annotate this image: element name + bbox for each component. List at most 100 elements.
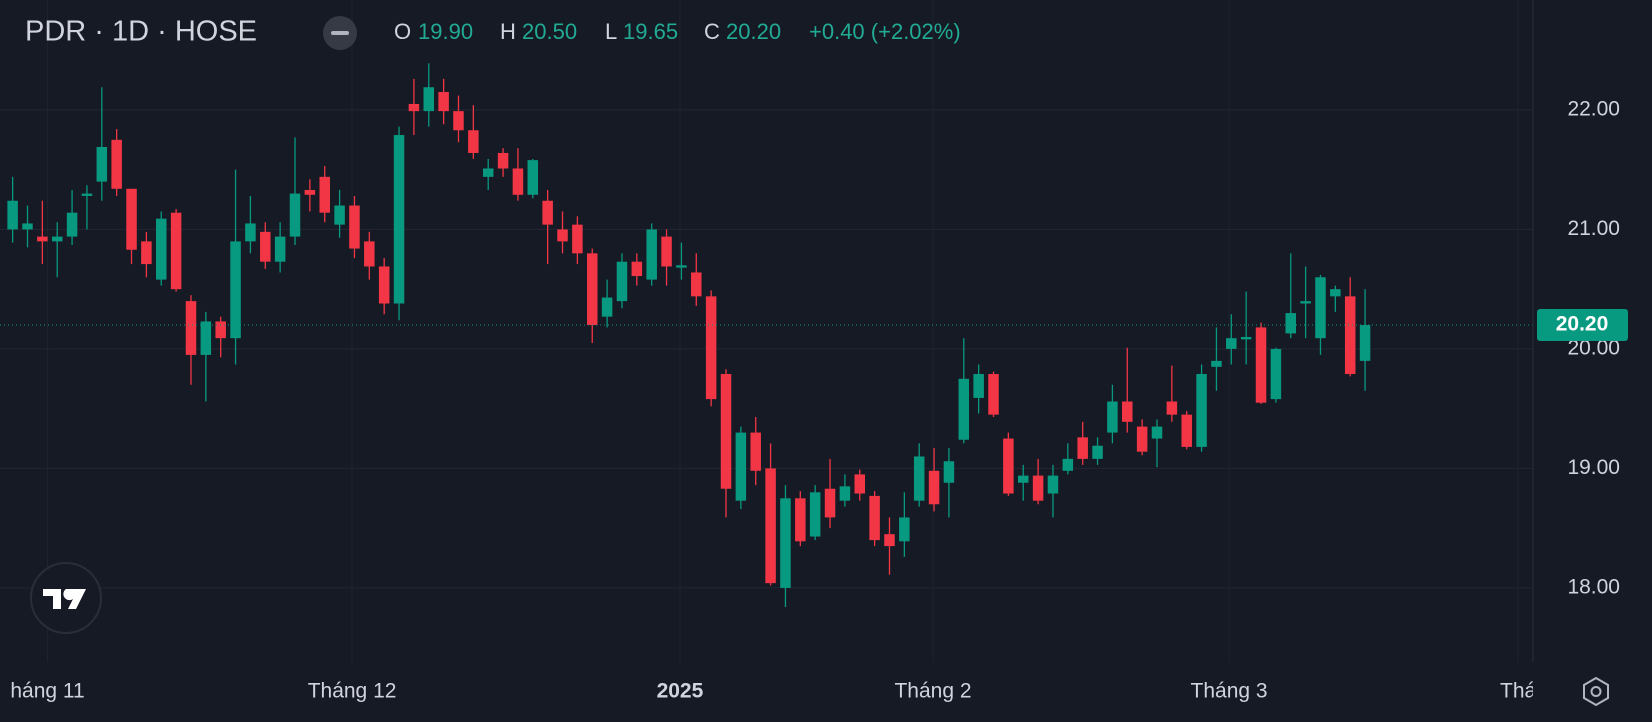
- candle-body: [824, 488, 836, 518]
- candle-body: [973, 374, 984, 398]
- candle-body: [1211, 360, 1222, 367]
- candle-body: [809, 492, 821, 537]
- candle-body: [601, 297, 613, 317]
- candle-body: [646, 229, 657, 280]
- candle-body: [1003, 438, 1014, 494]
- candle-body: [750, 432, 761, 471]
- candle-body: [988, 374, 999, 415]
- candle-body: [572, 224, 583, 254]
- candle-body: [1359, 325, 1371, 361]
- candle-body: [7, 200, 18, 230]
- x-tick-label: Thá: [1500, 680, 1537, 703]
- candle-body: [795, 498, 806, 542]
- plot: [0, 63, 1533, 608]
- candle-body: [126, 188, 137, 250]
- y-tick-label: 20.00: [1567, 336, 1620, 359]
- candle-body: [378, 266, 390, 304]
- last-price-tag: [1537, 309, 1628, 342]
- candle-body: [334, 205, 345, 225]
- settings-button[interactable]: [1583, 676, 1609, 707]
- candle-body: [1181, 414, 1192, 447]
- candle-body: [958, 378, 970, 440]
- candle-body: [1255, 327, 1267, 403]
- candle-body: [289, 193, 301, 237]
- candle-body: [1017, 475, 1029, 483]
- candle-body: [111, 139, 122, 189]
- candle-body: [1270, 348, 1282, 400]
- x-tick-label: háng 11: [10, 680, 84, 703]
- candle-body: [1300, 301, 1311, 304]
- candle-body: [453, 111, 464, 131]
- collapse-icon: [331, 31, 349, 35]
- candle-body: [557, 229, 568, 242]
- x-tick-label: Tháng 12: [308, 680, 397, 703]
- settings-dot: [1590, 686, 1602, 697]
- y-tick-label: 22.00: [1567, 97, 1620, 120]
- x-tick-label: Tháng 3: [1191, 680, 1268, 703]
- candle-body: [661, 236, 672, 267]
- logo-mark: [43, 589, 86, 609]
- candle-body: [913, 456, 925, 501]
- candle-body: [260, 231, 271, 262]
- candle-body: [1285, 313, 1297, 334]
- candle-body: [215, 321, 226, 339]
- candle-body: [1107, 401, 1118, 433]
- candle-body: [586, 253, 598, 326]
- candle-body: [468, 130, 479, 153]
- candle-body: [1122, 401, 1133, 422]
- candle-body: [482, 168, 494, 177]
- candle-body: [51, 236, 63, 242]
- candle-body: [141, 241, 152, 265]
- candle-body: [245, 223, 256, 242]
- candle-body: [1092, 445, 1103, 459]
- candle-body: [81, 193, 93, 196]
- y-tick-label: 19.00: [1567, 456, 1620, 479]
- y-tick-label: 18.00: [1567, 575, 1620, 598]
- candle-body: [1315, 277, 1326, 339]
- y-tick-label: 21.00: [1567, 217, 1620, 240]
- candle-body: [854, 474, 866, 494]
- candle-body: [765, 468, 776, 584]
- candle-body: [1226, 338, 1237, 349]
- candle-body: [200, 321, 212, 355]
- candle-body: [631, 261, 643, 277]
- candle-body: [423, 87, 435, 112]
- candle-body: [869, 495, 880, 541]
- candle-body: [1062, 458, 1074, 471]
- low-label: L: [605, 19, 617, 44]
- candle-body: [37, 236, 48, 242]
- candle-body: [542, 200, 553, 225]
- x-tick-label: 2025: [657, 680, 704, 703]
- candle-body: [96, 146, 108, 182]
- candle-body: [1166, 401, 1178, 415]
- high-label: H: [500, 19, 516, 44]
- candle-body: [497, 152, 509, 169]
- high-value: 20.50: [522, 19, 577, 44]
- candle-body: [1344, 296, 1356, 375]
- candle-body: [170, 212, 182, 290]
- candle-body: [408, 103, 420, 112]
- candle-body: [839, 486, 851, 501]
- candle-body: [691, 272, 702, 297]
- candle-body: [720, 374, 732, 489]
- candle-body: [1330, 289, 1341, 297]
- logo[interactable]: [30, 562, 102, 634]
- candle-body: [1196, 374, 1207, 447]
- candle-body: [735, 432, 747, 501]
- candle-body: [780, 498, 791, 588]
- candle-body: [899, 517, 910, 542]
- open-value: 19.90: [418, 19, 473, 44]
- candle-body: [884, 534, 895, 547]
- y-axis: 18.00 19.00 20.00 21.00 22.00 20.20: [1532, 0, 1628, 662]
- candle-body: [66, 212, 78, 237]
- candle-body: [1136, 426, 1148, 452]
- candle-body: [1047, 475, 1059, 494]
- open-label: O: [394, 19, 411, 44]
- candle-body: [438, 92, 449, 112]
- candle-body: [676, 265, 687, 268]
- candle-body: [1151, 426, 1163, 439]
- candle-body: [943, 461, 955, 483]
